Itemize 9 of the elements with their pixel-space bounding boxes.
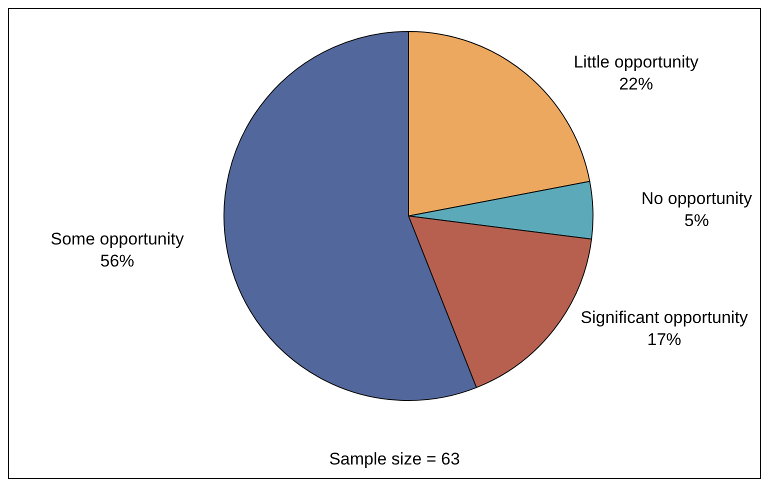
data-label: 17% xyxy=(647,330,682,349)
slice-label: Significant opportunity xyxy=(580,308,748,327)
slice-label: Little opportunity xyxy=(574,52,699,72)
slice-label: Some opportunity xyxy=(50,229,184,248)
slice-label: No opportunity xyxy=(641,188,752,208)
data-label: 22% xyxy=(619,74,654,94)
text: Sample size = 63 xyxy=(329,450,460,469)
data-label: 5% xyxy=(684,210,710,230)
data-label: 56% xyxy=(100,251,134,270)
